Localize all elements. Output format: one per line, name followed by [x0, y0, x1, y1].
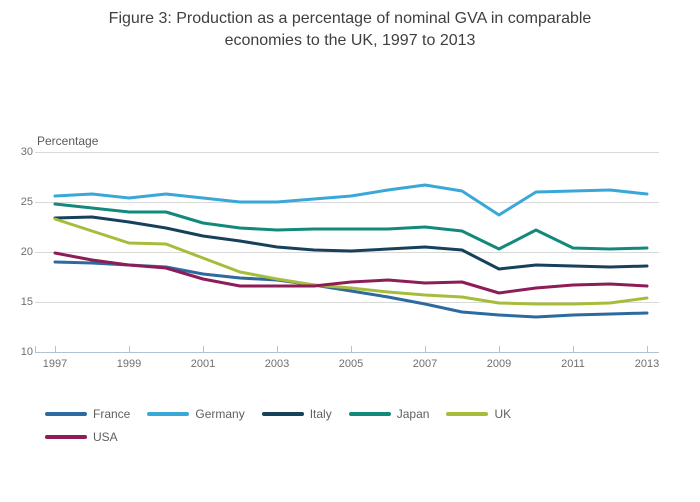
legend-item-germany: Germany	[147, 407, 245, 421]
x-tick-label: 2013	[634, 358, 660, 370]
y-tick-label: 15	[20, 296, 33, 308]
legend: France Germany Italy Japan UK USA	[45, 407, 515, 444]
legend-swatch	[446, 412, 489, 416]
x-tick-label: 2009	[486, 358, 512, 370]
x-tick-label: 2007	[412, 358, 438, 370]
legend-item-italy: Italy	[261, 407, 332, 421]
legend-swatch	[348, 412, 391, 416]
x-tick-label: 1999	[116, 358, 142, 370]
y-axis-title: Percentage	[37, 134, 99, 148]
chart-title: Figure 3: Production as a percentage of …	[108, 10, 592, 49]
series-line-italy	[53, 215, 649, 271]
legend-swatch	[147, 412, 190, 416]
legend-item-france: France	[45, 407, 130, 421]
legend-label: Germany	[195, 407, 245, 421]
x-tick-label: 2003	[264, 358, 290, 370]
x-tick-label: 2005	[338, 358, 364, 370]
x-tick-label: 2011	[561, 358, 585, 370]
series-line-usa	[53, 251, 649, 295]
legend-swatch	[261, 412, 304, 416]
legend-swatch	[45, 412, 87, 416]
y-tick-label: 30	[20, 146, 33, 158]
legend-label: Italy	[309, 407, 332, 421]
y-tick-label: 20	[20, 246, 33, 258]
y-tick-label: 25	[20, 196, 33, 208]
series-line-germany	[53, 183, 649, 217]
y-tick-label: 10	[20, 346, 33, 358]
legend-item-usa: USA	[45, 430, 118, 444]
legend-label: USA	[93, 430, 118, 444]
legend-label: Japan	[396, 407, 430, 421]
legend-label: France	[93, 407, 131, 421]
series-line-japan	[53, 202, 649, 251]
legend-item-uk: UK	[446, 407, 511, 421]
legend-item-japan: Japan	[348, 407, 430, 421]
legend-swatch	[45, 435, 87, 439]
legend-label: UK	[494, 407, 512, 421]
series-line-uk	[53, 217, 649, 306]
x-tick-label: 2001	[190, 358, 216, 370]
x-tick-label: 1997	[42, 358, 68, 370]
